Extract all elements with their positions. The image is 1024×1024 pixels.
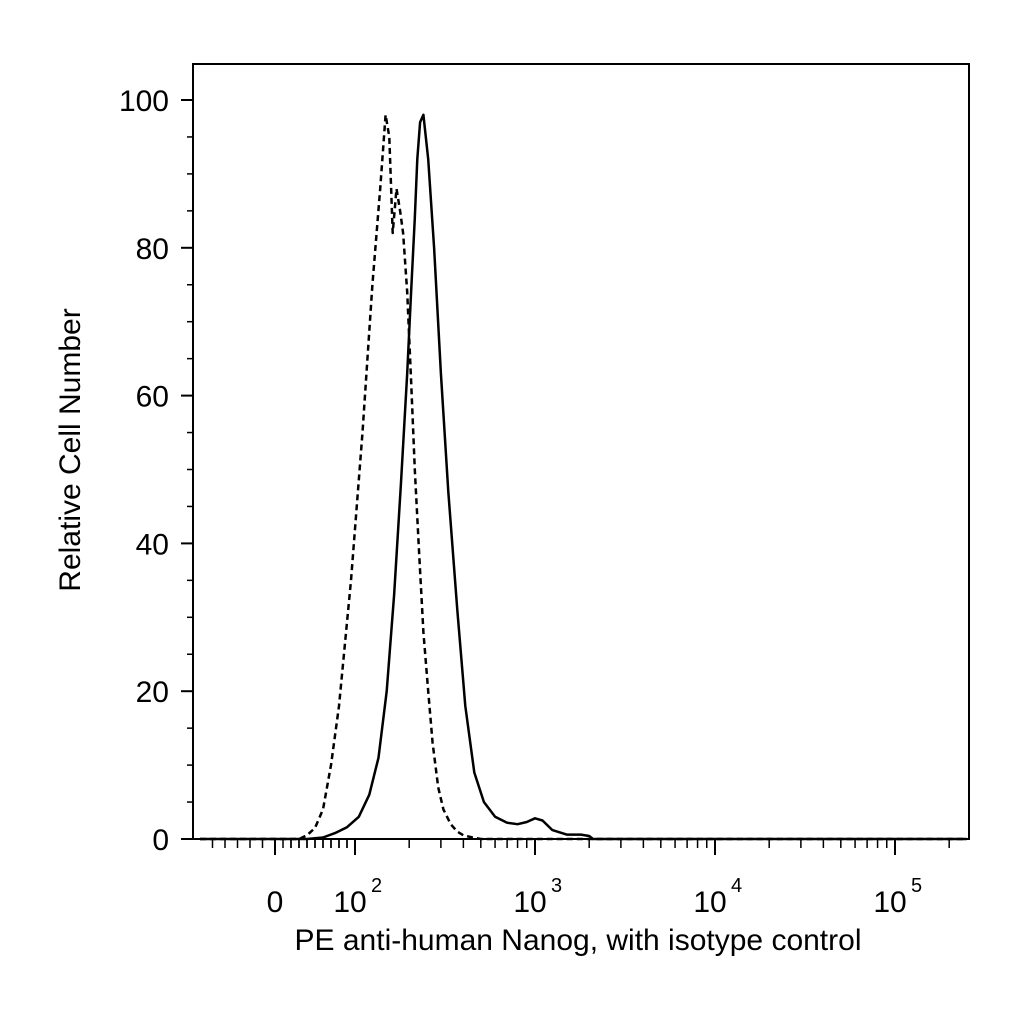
y-tick-label: 100 [119,85,169,118]
series-layer [200,113,967,841]
x-tick-label: 10 [333,886,366,919]
x-axis-label: PE anti-human Nanog, with isotype contro… [295,924,862,957]
x-tick-exponent: 3 [551,875,562,897]
y-tick-label: 60 [136,381,169,414]
x-tick-label: 0 [267,886,284,919]
plot-frame [192,63,970,840]
nanog-stained-line [200,113,967,841]
isotype-control-line [200,113,967,841]
x-tick-exponent: 2 [371,875,382,897]
y-axis-ticks: 0 20 40 60 80 100 [119,85,193,857]
x-tick-label: 10 [513,886,546,919]
x-tick-exponent: 5 [911,875,922,897]
y-axis-label: Relative Cell Number [54,308,87,591]
y-tick-label: 20 [136,676,169,709]
y-tick-label: 0 [152,824,169,857]
x-tick-exponent: 4 [731,875,742,897]
x-axis-ticks: 0 10 2 10 3 10 4 10 5 [211,839,950,919]
y-tick-label: 80 [136,233,169,266]
x-tick-label: 10 [873,886,906,919]
y-tick-label: 40 [136,528,169,561]
x-tick-label: 10 [693,886,726,919]
